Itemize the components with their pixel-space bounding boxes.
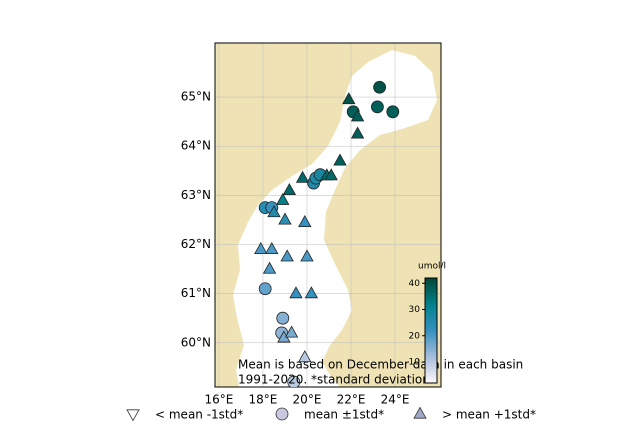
station-triangle-down bbox=[126, 409, 140, 422]
legend-label: > mean +1std* bbox=[442, 408, 536, 422]
station-triangle-up bbox=[295, 170, 310, 183]
station-circle bbox=[386, 105, 400, 119]
station-triangle-up bbox=[278, 212, 292, 225]
sea bbox=[233, 50, 437, 387]
y-tick-label: 65°N bbox=[181, 90, 211, 104]
y-tick-label: 61°N bbox=[181, 286, 211, 300]
y-tick-label: 62°N bbox=[181, 237, 211, 251]
colorbar-tick-label: 10 bbox=[409, 358, 421, 368]
station-triangle-up bbox=[298, 350, 312, 363]
station-circle bbox=[371, 100, 384, 114]
map-frame bbox=[214, 42, 442, 388]
colorbar-tick-label: 30 bbox=[409, 305, 421, 315]
x-tick-label: 24°E bbox=[381, 393, 410, 407]
annotation: 1991-2020. *standard deviation bbox=[238, 373, 430, 387]
legend-label: mean ±1std* bbox=[304, 408, 384, 422]
station-triangle-up bbox=[267, 205, 281, 218]
station-triangle-up bbox=[298, 214, 312, 227]
x-tick-label: 20°E bbox=[293, 393, 322, 407]
colorbar-tick-label: 20 bbox=[409, 331, 421, 341]
station-triangle-up bbox=[342, 92, 356, 105]
annotation: Mean is based on December data in each b… bbox=[238, 358, 523, 372]
station-circle bbox=[373, 80, 387, 94]
station-triangle-up bbox=[304, 286, 319, 299]
station-triangle-up bbox=[413, 406, 427, 419]
station-circle bbox=[275, 407, 289, 421]
station-triangle-up bbox=[276, 192, 290, 205]
station-triangle-up bbox=[265, 241, 279, 254]
station-circle bbox=[287, 375, 301, 387]
x-tick-label: 16°E bbox=[205, 393, 234, 407]
x-tick-label: 22°E bbox=[337, 393, 366, 407]
colorbar bbox=[424, 277, 438, 384]
station-triangle-up bbox=[350, 109, 365, 122]
y-tick-label: 60°N bbox=[181, 335, 211, 349]
station-triangle-up bbox=[284, 325, 299, 338]
station-triangle-up bbox=[262, 261, 277, 274]
station-circle bbox=[258, 282, 272, 296]
station-triangle-up bbox=[254, 241, 268, 254]
station-triangle-up bbox=[289, 286, 303, 299]
x-tick-label: 18°E bbox=[249, 393, 278, 407]
station-triangle-up bbox=[324, 168, 338, 181]
y-tick-label: 63°N bbox=[181, 188, 211, 202]
y-tick-label: 64°N bbox=[181, 139, 211, 153]
colorbar-label: umol/l bbox=[418, 262, 446, 272]
station-triangle-up bbox=[280, 249, 294, 262]
station-triangle-up bbox=[300, 249, 314, 262]
legend-label: < mean -1std* bbox=[155, 408, 243, 422]
station-triangle-up bbox=[350, 126, 365, 139]
station-circle bbox=[276, 311, 290, 325]
colorbar-tick-label: 40 bbox=[409, 279, 421, 289]
station-triangle-up bbox=[282, 183, 297, 196]
station-triangle-up bbox=[333, 153, 347, 166]
